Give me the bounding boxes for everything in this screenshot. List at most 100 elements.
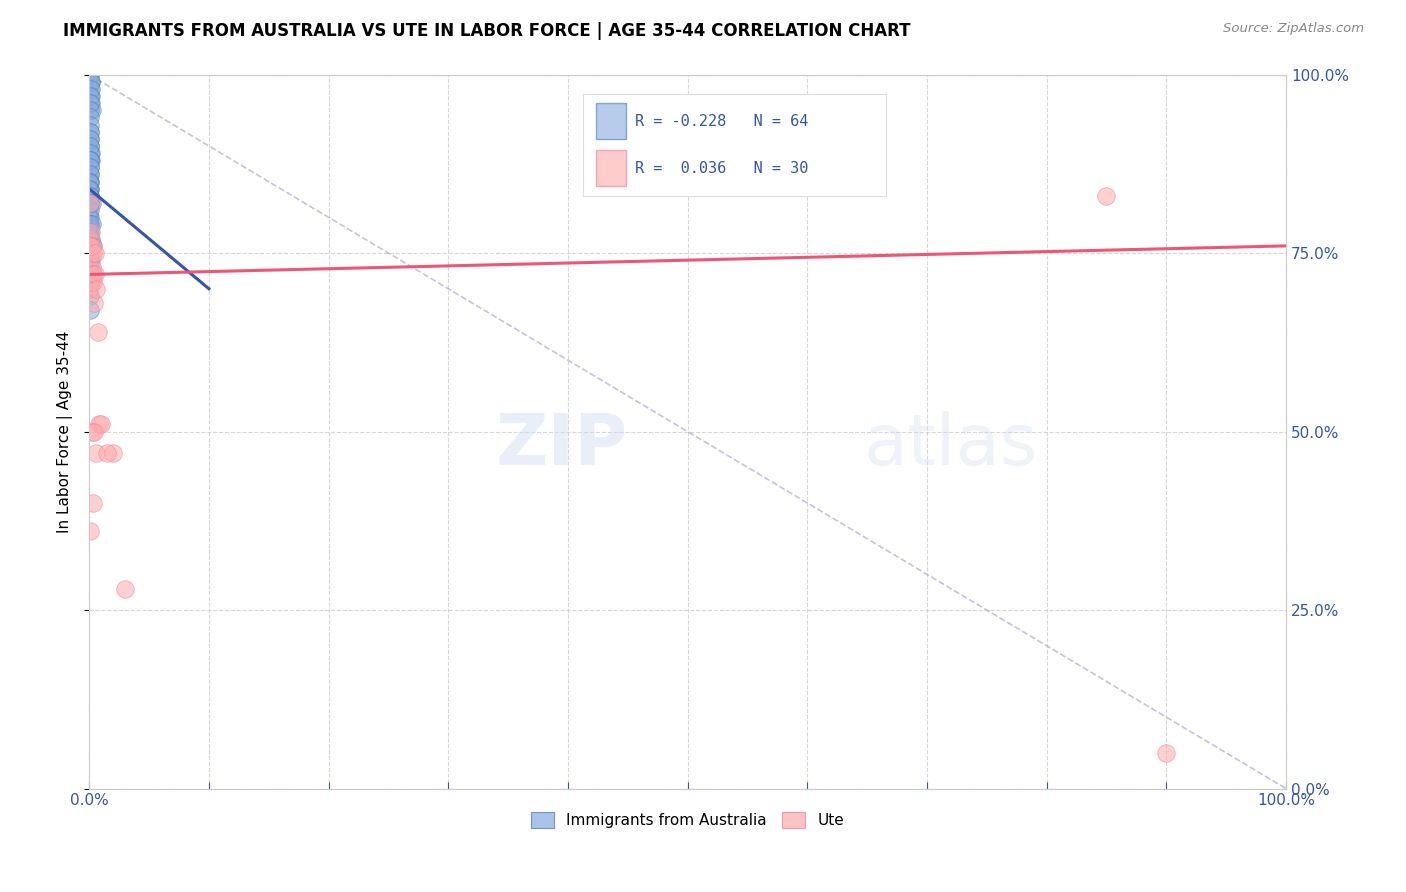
Point: [86, 325, 108, 339]
Point: [79, 139, 101, 153]
Point: [82, 268, 104, 282]
Point: [79, 125, 101, 139]
Point: [79, 68, 101, 82]
Point: [82, 246, 104, 260]
Point: [79, 153, 101, 168]
Point: [79, 239, 101, 253]
Text: R = -0.228   N = 64: R = -0.228 N = 64: [636, 114, 808, 128]
Point: [79, 75, 101, 89]
Y-axis label: In Labor Force | Age 35-44: In Labor Force | Age 35-44: [58, 330, 73, 533]
Legend: Immigrants from Australia, Ute: Immigrants from Australia, Ute: [524, 806, 851, 834]
Point: [86, 446, 108, 460]
Point: [84, 246, 107, 260]
Point: [79, 189, 101, 203]
Point: [79, 239, 101, 253]
Point: [80, 275, 103, 289]
Point: [79, 232, 101, 246]
Point: [79, 182, 101, 196]
Point: [79, 218, 101, 232]
Point: [1095, 189, 1118, 203]
Point: [79, 153, 101, 168]
Point: [79, 196, 101, 211]
Point: [79, 232, 101, 246]
Point: [1156, 746, 1178, 760]
Point: [79, 232, 101, 246]
Point: [79, 203, 101, 218]
Point: [79, 175, 101, 189]
Point: [79, 182, 101, 196]
Point: [79, 175, 101, 189]
Point: [79, 82, 101, 96]
Point: [83, 425, 105, 439]
Point: [90, 417, 112, 432]
Point: [79, 289, 101, 303]
Point: [79, 182, 101, 196]
Point: [80, 89, 103, 103]
Point: [79, 103, 101, 118]
Point: [86, 282, 108, 296]
Point: [79, 253, 101, 268]
Point: [79, 225, 101, 239]
Point: [101, 446, 124, 460]
Point: [77, 218, 100, 232]
Point: [79, 196, 101, 211]
Point: [80, 260, 103, 275]
Point: [79, 132, 101, 146]
Point: [79, 168, 101, 182]
Text: R =  0.036   N = 30: R = 0.036 N = 30: [636, 161, 808, 176]
Point: [79, 196, 101, 211]
Point: [80, 75, 103, 89]
Point: [80, 196, 103, 211]
Bar: [596, 150, 626, 186]
Point: [79, 218, 101, 232]
Point: [79, 524, 101, 539]
Point: [87, 417, 110, 432]
Point: [80, 239, 103, 253]
Point: [79, 303, 101, 318]
Point: [79, 75, 101, 89]
Point: [82, 268, 104, 282]
Point: [79, 118, 101, 132]
Point: [79, 161, 101, 175]
Point: [80, 153, 103, 168]
Point: [79, 96, 101, 111]
Point: [79, 168, 101, 182]
Point: [82, 218, 104, 232]
Point: [79, 239, 101, 253]
Point: [80, 275, 103, 289]
Point: [114, 582, 136, 596]
Point: [84, 268, 107, 282]
Point: [79, 146, 101, 161]
Point: [79, 282, 101, 296]
Point: [79, 132, 101, 146]
Point: [79, 189, 101, 203]
Point: [79, 175, 101, 189]
Point: [79, 189, 101, 203]
Point: [80, 103, 103, 118]
Point: [82, 275, 104, 289]
Point: [79, 68, 101, 82]
Point: [79, 225, 101, 239]
Point: [79, 111, 101, 125]
Point: [82, 496, 104, 510]
Point: [79, 125, 101, 139]
Point: [79, 225, 101, 239]
Point: [79, 139, 101, 153]
Point: [77, 211, 100, 225]
Text: ZIP: ZIP: [495, 411, 627, 480]
Point: [79, 260, 101, 275]
Point: [80, 82, 103, 96]
Point: [79, 89, 101, 103]
Point: [79, 253, 101, 268]
Point: [79, 211, 101, 225]
Point: [82, 239, 104, 253]
Point: [83, 296, 105, 310]
Point: [79, 275, 101, 289]
Point: [80, 96, 103, 111]
Point: [80, 425, 103, 439]
Point: [80, 253, 103, 268]
Text: Source: ZipAtlas.com: Source: ZipAtlas.com: [1223, 22, 1364, 36]
Point: [79, 161, 101, 175]
Text: atlas: atlas: [863, 411, 1038, 480]
Point: [79, 146, 101, 161]
